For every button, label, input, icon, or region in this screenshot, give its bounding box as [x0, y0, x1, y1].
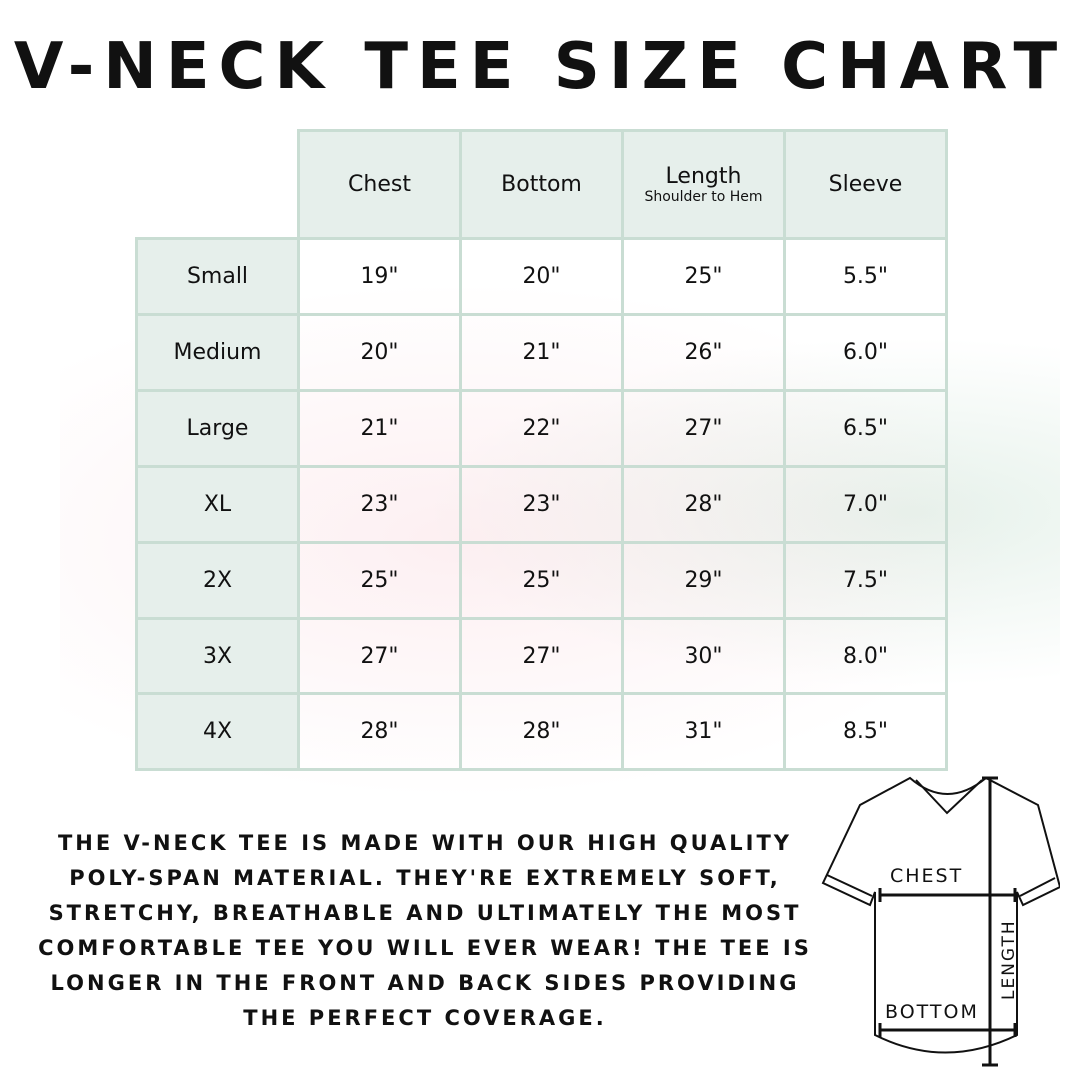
size-label: Medium [135, 313, 300, 392]
table-cell: 7.0" [783, 465, 948, 544]
column-header: Length Shoulder to Hem [621, 129, 786, 240]
table-cell: 23" [297, 465, 462, 544]
tee-outline [821, 776, 1060, 1054]
size-label: Large [135, 389, 300, 468]
table-cell: 19" [297, 237, 462, 316]
table-cell: 25" [459, 541, 624, 620]
header-sublabel: Shoulder to Hem [644, 189, 763, 205]
table-cell: 29" [621, 541, 786, 620]
size-label: 2X [135, 541, 300, 620]
table-cell: 27" [297, 617, 462, 695]
table-cell: 8.0" [783, 617, 948, 695]
size-label: Small [135, 237, 300, 316]
table-cell: 27" [459, 617, 624, 695]
column-header: Bottom [459, 129, 624, 240]
table-cell: 25" [297, 541, 462, 620]
table-cell: 6.5" [783, 389, 948, 468]
table-cell: 20" [459, 237, 624, 316]
header-label: Chest [348, 172, 411, 197]
header-label: Sleeve [828, 172, 903, 197]
table-cell: 31" [621, 692, 786, 771]
description: The V-neck tee is made with our high qua… [38, 831, 812, 1030]
table-cell: 5.5" [783, 237, 948, 316]
table-cell: 22" [459, 389, 624, 468]
table-cell: 20" [297, 313, 462, 392]
page-title: V-NECK TEE SIZE CHART [13, 30, 1067, 104]
table-cell: 7.5" [783, 541, 948, 620]
table-cell: 25" [621, 237, 786, 316]
table-cell: 26" [621, 313, 786, 392]
table-cell: 21" [459, 313, 624, 392]
column-header: Chest [297, 129, 462, 240]
bottom-label: BOTTOM [885, 1001, 979, 1023]
table-cell: 27" [621, 389, 786, 468]
tee-diagram: CHEST BOTTOM LENGTH [821, 776, 1060, 1067]
size-label: 3X [135, 617, 300, 695]
size-label: XL [135, 465, 300, 544]
table-cell: 8.5" [783, 692, 948, 771]
table-cell: 28" [297, 692, 462, 771]
column-header: Sleeve [783, 129, 948, 240]
length-label: LENGTH [999, 919, 1019, 1000]
header-label: Length [665, 164, 742, 189]
header-label: Bottom [501, 172, 582, 197]
table-cell: 6.0" [783, 313, 948, 392]
chest-label: CHEST [890, 865, 963, 887]
table-cell: 30" [621, 617, 786, 695]
table-cell: 28" [621, 465, 786, 544]
size-label: 4X [135, 692, 300, 771]
table-cell: 21" [297, 389, 462, 468]
table-cell: 23" [459, 465, 624, 544]
table-cell: 28" [459, 692, 624, 771]
